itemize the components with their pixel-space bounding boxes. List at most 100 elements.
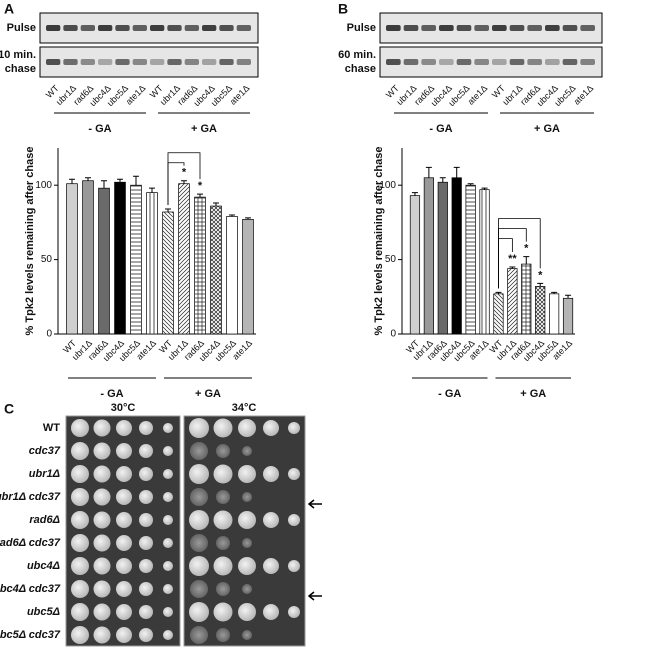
panel-label: B [338,1,348,17]
error-bar [453,166,460,178]
error-bar [537,282,544,287]
error-bar [551,291,558,294]
colony-spot [216,628,230,642]
colony-spot [242,538,252,548]
colony-spot [116,443,132,459]
y-tick-label: 0 [390,329,396,340]
band [184,59,199,65]
colony-spot [213,510,233,530]
colony-spot [139,628,153,642]
bar [98,187,110,335]
error-bar [181,180,187,184]
band [439,25,454,31]
significance: * [182,167,187,179]
band [98,59,113,65]
colony-spot [93,419,111,437]
error-bar [213,202,219,207]
group-label: + GA [195,388,221,400]
band [474,59,489,65]
y-tick-label: 100 [379,180,396,191]
colony-spot [163,423,173,433]
colony-spot [242,630,252,640]
band [167,59,182,65]
band [403,25,419,31]
band [219,25,234,31]
band [456,59,472,65]
colony-spot [242,446,252,456]
lane-label: ate1Δ [228,83,252,107]
bar [507,268,518,335]
colony-spot [213,418,233,438]
colony-spot [71,557,89,575]
band [527,25,542,31]
band [202,25,217,31]
band [527,59,542,65]
colony-spot [139,513,153,527]
blot-row-label: Pulse [7,22,36,34]
band [545,25,560,31]
error-bar [245,217,251,220]
bar [82,180,94,335]
colony-spot [163,630,173,640]
band [545,59,560,65]
colony-spot [93,488,111,506]
band [63,59,78,65]
colony-spot [71,580,89,598]
blot-row-label: chase [345,63,376,75]
group-label: + GA [534,123,560,135]
colony-spot [288,514,300,526]
blot-row-label: Pulse [347,22,376,34]
colony-spot [71,442,89,460]
colony-spot [116,627,132,643]
bar [521,263,532,335]
band [46,59,61,65]
colony-spot [93,603,111,621]
colony-spot [263,512,279,528]
error-bar [69,178,75,184]
bar [178,183,190,335]
colony-spot [242,492,252,502]
colony-spot [116,466,132,482]
colony-spot [71,534,89,552]
band [456,25,472,31]
band [219,59,234,65]
strain-label: WT [43,422,60,434]
colony-spot [216,444,230,458]
blot-row-label: 10 min. [0,49,36,61]
band [474,25,489,31]
error-bar [565,294,572,299]
error-bar [117,178,123,183]
band [202,59,217,65]
colony-spot [116,535,132,551]
band [562,25,578,31]
colony-spot [163,584,173,594]
group-label: + GA [191,123,217,135]
colony-spot [213,464,233,484]
band [167,25,182,31]
error-bar [229,214,235,217]
colony-spot [213,556,233,576]
colony-spot [263,604,279,620]
bar [493,293,504,335]
band [421,25,436,31]
arrow [307,499,322,509]
colony-spot [216,536,230,550]
group-label: - GA [100,388,123,400]
bar [162,211,174,335]
colony-spot [238,511,256,529]
colony-spot [93,534,111,552]
bar [242,219,254,335]
strain-label: ubc4Δ cdc37 [0,583,61,595]
bar [114,181,126,335]
bar [479,189,490,335]
temperature: 30°C [111,402,136,414]
colony-spot [216,490,230,504]
band [63,25,78,31]
colony-spot [190,580,208,598]
bar [451,177,462,335]
bar [535,286,546,335]
band [439,59,454,65]
band [236,25,251,31]
colony-spot [71,603,89,621]
